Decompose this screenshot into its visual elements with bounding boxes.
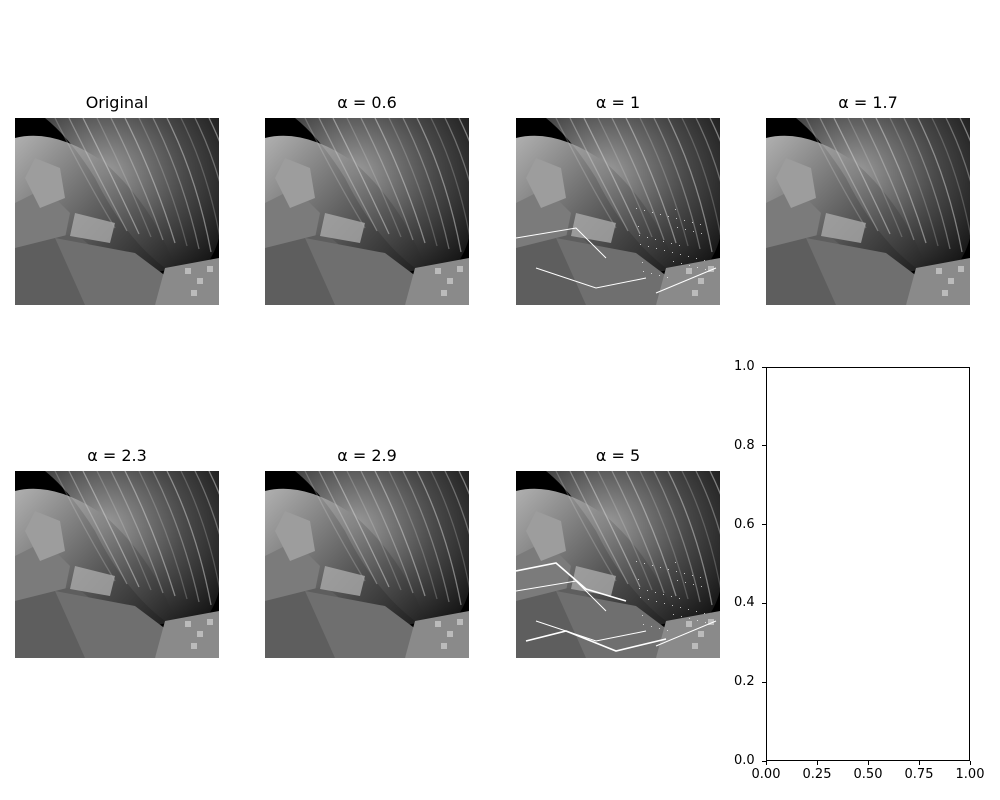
image-panel [265, 471, 469, 658]
y-tick-label: 0.2 [734, 674, 755, 690]
empty-axes [766, 367, 970, 761]
x-tick-label: 0.50 [853, 767, 883, 782]
x-tick [816, 761, 818, 765]
y-tick-label: 0.8 [734, 437, 755, 453]
x-tick-label: 0.25 [802, 767, 832, 782]
x-tick [918, 761, 920, 765]
y-tick [762, 445, 766, 447]
y-tick [762, 524, 766, 526]
image-panel [516, 471, 720, 658]
y-tick-label: 0.0 [734, 753, 755, 768]
x-tick-label: 0.00 [751, 767, 781, 782]
x-tick [867, 761, 869, 765]
panel-title: α = 0.6 [337, 93, 397, 112]
x-tick [969, 761, 971, 765]
panel-title: α = 2.3 [87, 446, 147, 465]
image-panel [516, 118, 720, 305]
image-panel [265, 118, 469, 305]
panel-title: α = 1.7 [838, 93, 898, 112]
image-panel [15, 471, 219, 658]
y-tick [762, 366, 766, 368]
image-panel [15, 118, 219, 305]
y-tick-label: 0.4 [734, 595, 755, 611]
x-tick-label: 1.00 [955, 767, 985, 782]
panel-title: α = 5 [595, 446, 641, 465]
image-panel [766, 118, 970, 305]
y-tick-label: 0.6 [734, 516, 755, 532]
panel-title: Original [85, 93, 149, 112]
y-tick-label: 1.0 [734, 359, 755, 374]
y-tick [762, 760, 766, 762]
y-tick [762, 681, 766, 683]
panel-title: α = 1 [595, 93, 641, 112]
x-tick [765, 761, 767, 765]
y-tick [762, 602, 766, 604]
x-tick-label: 0.75 [904, 767, 934, 782]
panel-title: α = 2.9 [337, 446, 397, 465]
